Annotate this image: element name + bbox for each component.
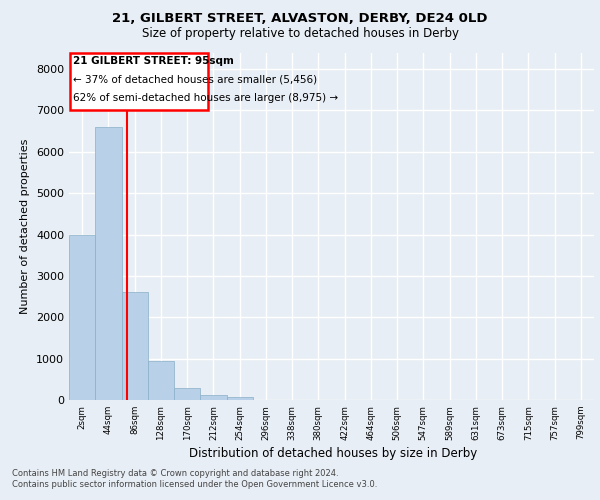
Text: Size of property relative to detached houses in Derby: Size of property relative to detached ho…	[142, 28, 458, 40]
Bar	[174, 388, 200, 400]
Y-axis label: Number of detached properties: Number of detached properties	[20, 138, 31, 314]
Bar	[95, 127, 121, 400]
Bar	[148, 360, 174, 400]
Bar	[121, 292, 148, 400]
Text: Contains HM Land Registry data © Crown copyright and database right 2024.: Contains HM Land Registry data © Crown c…	[12, 468, 338, 477]
Bar	[200, 396, 227, 400]
Bar	[69, 236, 95, 400]
Text: 62% of semi-detached houses are larger (8,975) →: 62% of semi-detached houses are larger (…	[73, 93, 338, 103]
Text: ← 37% of detached houses are smaller (5,456): ← 37% of detached houses are smaller (5,…	[73, 74, 317, 85]
Bar	[227, 397, 253, 400]
Text: 21, GILBERT STREET, ALVASTON, DERBY, DE24 0LD: 21, GILBERT STREET, ALVASTON, DERBY, DE2…	[112, 12, 488, 26]
FancyBboxPatch shape	[70, 52, 208, 110]
Text: 21 GILBERT STREET: 95sqm: 21 GILBERT STREET: 95sqm	[73, 56, 234, 66]
Text: Contains public sector information licensed under the Open Government Licence v3: Contains public sector information licen…	[12, 480, 377, 489]
Text: Distribution of detached houses by size in Derby: Distribution of detached houses by size …	[189, 448, 477, 460]
